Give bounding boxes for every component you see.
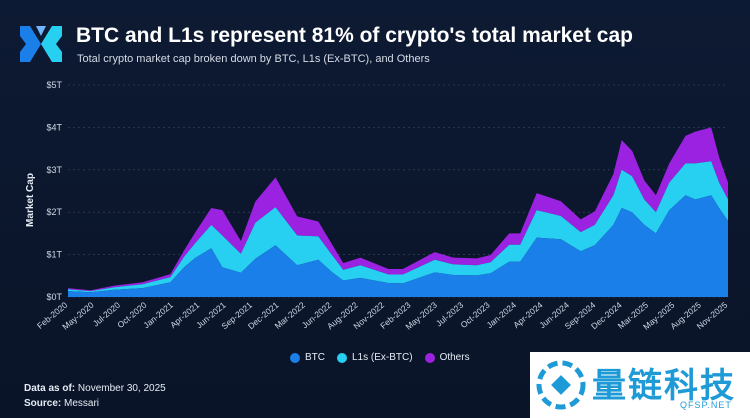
legend-dot-others — [424, 352, 435, 363]
data-as-of-label: Data as of: — [24, 383, 76, 394]
source-value: Messari — [64, 398, 100, 409]
y-tick-label-1: $1T — [46, 250, 62, 260]
y-tick-labels: $0T $1T $2T $3T $4T $5T — [46, 80, 62, 302]
x-tick-labels: Feb-2020May-2020Jul-2020Oct-2020Jan-2021… — [35, 300, 730, 332]
watermark-subtext: QFSP.NET — [680, 400, 732, 410]
y-tick-label-2: $2T — [46, 207, 62, 217]
legend-item-l1s: L1s (Ex-BTC) — [337, 352, 413, 363]
y-tick-label-5: $5T — [46, 80, 62, 90]
chart-legend: BTC L1s (Ex-BTC) Others — [290, 352, 470, 363]
legend-item-others: Others — [424, 352, 470, 363]
legend-label-btc: BTC — [305, 352, 325, 363]
legend-dot-l1s — [337, 352, 347, 363]
y-tick-label-4: $4T — [46, 122, 62, 132]
area-series — [68, 127, 728, 297]
y-tick-label-0: $0T — [46, 292, 62, 302]
data-as-of-value: November 30, 2025 — [77, 383, 166, 394]
watermark-logo: 量链科技 QFSP.NET — [530, 352, 750, 418]
legend-label-l1s: L1s (Ex-BTC) — [352, 352, 413, 363]
data-as-of-note: Data as of: November 30, 2025 — [24, 383, 166, 394]
legend-dot-btc — [290, 352, 300, 363]
chart-subtitle: Total crypto market cap broken down by B… — [77, 53, 430, 65]
watermark-text: 量链科技 — [592, 366, 736, 406]
chart-title: BTC and L1s represent 81% of crypto's to… — [76, 24, 633, 47]
messari-logo-icon — [20, 26, 62, 62]
source-label: Source: — [24, 398, 62, 409]
y-axis-label: Market Cap — [25, 173, 36, 227]
source-note: Source: Messari — [24, 398, 99, 409]
area-others — [68, 127, 728, 292]
legend-label-others: Others — [439, 352, 470, 363]
legend-item-btc: BTC — [290, 352, 325, 363]
y-tick-label-3: $3T — [46, 165, 62, 175]
area-btc — [68, 195, 728, 297]
watermark-glyph-icon — [536, 360, 586, 410]
area-l1s — [68, 161, 728, 293]
